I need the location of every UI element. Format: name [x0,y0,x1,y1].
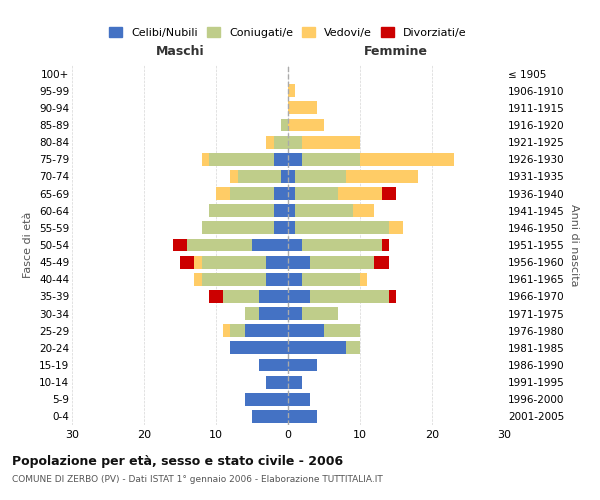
Bar [288,393,310,406]
Bar [288,222,295,234]
Bar [194,256,202,268]
Bar [266,136,274,148]
Text: Femmine: Femmine [364,45,428,58]
Bar [288,342,346,354]
Y-axis label: Fasce di età: Fasce di età [23,212,34,278]
Bar [259,307,288,320]
Y-axis label: Anni di nascita: Anni di nascita [569,204,579,286]
Bar [173,238,187,252]
Bar [389,290,396,303]
Bar [209,204,274,217]
Bar [252,410,288,423]
Bar [302,238,382,252]
Text: COMUNE DI ZERBO (PV) - Dati ISTAT 1° gennaio 2006 - Elaborazione TUTTITALIA.IT: COMUNE DI ZERBO (PV) - Dati ISTAT 1° gen… [12,475,383,484]
Bar [266,273,288,285]
Bar [252,238,288,252]
Bar [338,187,382,200]
Bar [295,222,389,234]
Bar [202,222,274,234]
Bar [230,187,274,200]
Bar [288,256,310,268]
Bar [259,290,288,303]
Bar [302,307,338,320]
Bar [202,256,266,268]
Text: Popolazione per età, sesso e stato civile - 2006: Popolazione per età, sesso e stato civil… [12,455,343,468]
Bar [302,136,360,148]
Bar [180,256,194,268]
Bar [288,187,295,200]
Bar [266,256,288,268]
Bar [202,273,266,285]
Bar [288,290,310,303]
Bar [230,342,288,354]
Bar [281,170,288,183]
Bar [223,324,230,337]
Bar [194,273,202,285]
Legend: Celibi/Nubili, Coniugati/e, Vedovi/e, Divorziati/e: Celibi/Nubili, Coniugati/e, Vedovi/e, Di… [106,24,470,41]
Bar [288,324,324,337]
Bar [288,136,302,148]
Bar [310,290,389,303]
Bar [288,170,295,183]
Bar [288,376,302,388]
Bar [288,273,302,285]
Bar [360,273,367,285]
Bar [288,204,295,217]
Bar [288,84,295,97]
Bar [245,307,259,320]
Bar [216,187,230,200]
Bar [295,187,338,200]
Bar [288,358,317,372]
Bar [324,324,360,337]
Bar [288,153,302,166]
Bar [209,153,274,166]
Bar [281,118,288,132]
Bar [202,153,209,166]
Bar [238,170,281,183]
Bar [288,118,324,132]
Bar [288,102,317,114]
Text: Maschi: Maschi [155,45,205,58]
Bar [382,238,389,252]
Bar [302,273,360,285]
Bar [295,170,346,183]
Bar [223,290,259,303]
Bar [295,204,353,217]
Bar [346,342,360,354]
Bar [230,324,245,337]
Bar [274,222,288,234]
Bar [353,204,374,217]
Bar [288,238,302,252]
Bar [274,204,288,217]
Bar [266,376,288,388]
Bar [245,393,288,406]
Bar [274,187,288,200]
Bar [302,153,360,166]
Bar [374,256,389,268]
Bar [274,136,288,148]
Bar [288,410,317,423]
Bar [209,290,223,303]
Bar [360,153,454,166]
Bar [259,358,288,372]
Bar [230,170,238,183]
Bar [274,153,288,166]
Bar [346,170,418,183]
Bar [187,238,252,252]
Bar [288,307,302,320]
Bar [310,256,374,268]
Bar [382,187,396,200]
Bar [389,222,403,234]
Bar [245,324,288,337]
